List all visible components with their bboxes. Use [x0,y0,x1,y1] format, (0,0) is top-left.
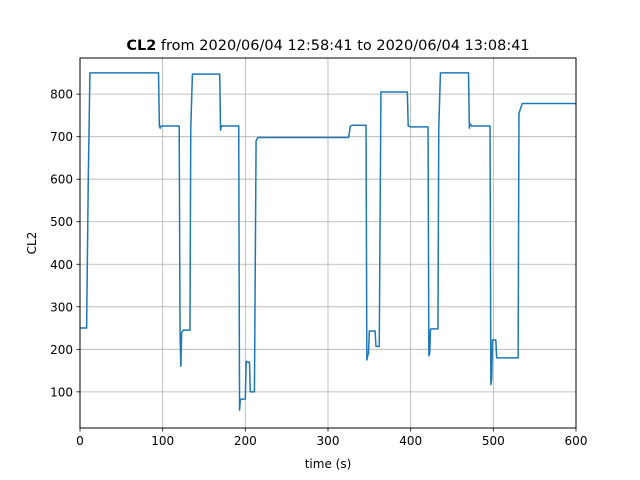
y-tick-label: 200 [50,343,73,357]
chart-title-rest: from 2020/06/04 12:58:41 to 2020/06/04 1… [156,38,529,54]
y-tick-label: 800 [50,88,73,102]
y-tick-label: 500 [50,215,73,229]
x-tick-label: 0 [76,434,84,448]
x-tick-label: 200 [234,434,257,448]
series-line [80,72,576,411]
y-axis: 100 200 300 400 500 600 700 800 [50,88,80,399]
grid-lines [79,58,577,428]
chart-title: CL2 from 2020/06/04 12:58:41 to 2020/06/… [126,38,529,54]
x-tick-label: 600 [565,434,588,448]
x-axis: 0 100 200 300 400 500 600 [76,428,587,448]
y-tick-label: 700 [50,130,73,144]
x-axis-label: time (s) [305,457,352,471]
x-tick-label: 500 [482,434,505,448]
x-tick-label: 400 [399,434,422,448]
y-tick-label: 300 [50,300,73,314]
y-tick-label: 600 [50,173,73,187]
x-tick-label: 100 [151,434,174,448]
y-tick-label: 100 [50,385,73,399]
y-tick-label: 400 [50,258,73,272]
x-tick-label: 300 [317,434,340,448]
series-group [80,72,576,411]
y-axis-label: CL2 [25,232,39,255]
chart-title-bold: CL2 [126,38,156,54]
